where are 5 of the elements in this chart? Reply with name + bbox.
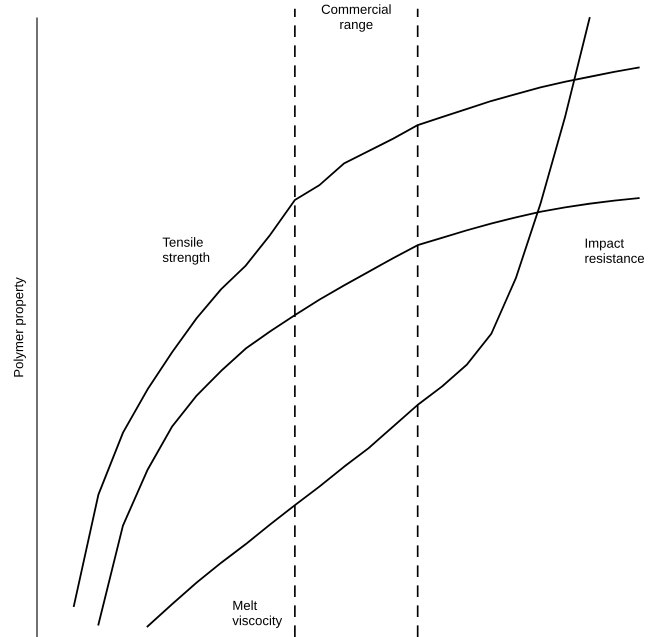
text: Impact resistance bbox=[585, 238, 644, 263]
series-label: Tensile strength bbox=[162, 237, 210, 265]
annotation: Commercial range bbox=[322, 4, 391, 32]
text: Melt viscocity bbox=[232, 600, 282, 628]
y-axis-title: Polymer property bbox=[14, 277, 26, 377]
